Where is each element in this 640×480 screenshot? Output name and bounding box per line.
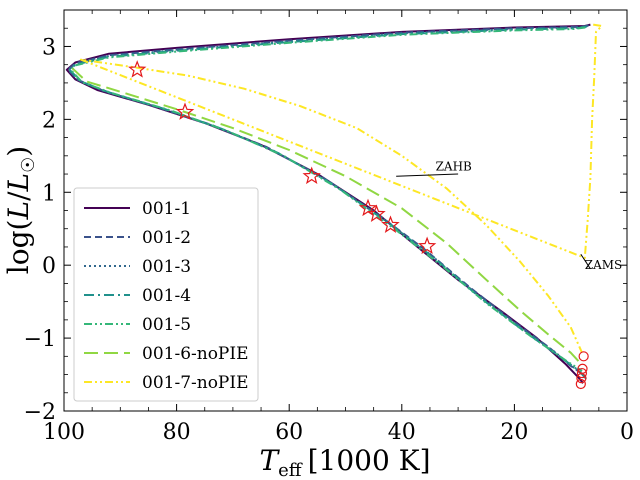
legend-label-001-7-noPIE: 001-7-noPIE [142,373,249,393]
y-tick-label: 0 [42,254,56,279]
x-tick-label: 80 [163,420,191,445]
y-tick-label: 3 [42,35,56,60]
legend-label-001-3: 001-3 [142,257,191,277]
legend: 001-1 001-2 001-3 001-4 001-5 001-6-noPIE 001-… [74,188,258,401]
legend-label-001-5: 001-5 [142,315,191,335]
hr-diagram-chart: ZAHBZAMS 100 80 60 40 20 0−2−10123 001-1001-2… [0,0,640,480]
x-tick-label: 20 [500,420,528,445]
y-tick-label: 1 [42,181,56,206]
x-tick-label: 40 [388,420,416,445]
legend-label-001-2: 001-2 [142,228,191,248]
x-tick-label: 0 [620,420,634,445]
y-tick-label: −1 [24,327,56,352]
y-tick-label: −2 [24,400,56,425]
x-tick-label: 60 [275,420,303,445]
legend-label-001-6-noPIE: 001-6-noPIE [142,344,249,364]
legend-label-001-4: 001-4 [142,286,191,306]
legend-label-001-1: 001-1 [142,199,191,219]
y-tick-label: 2 [42,108,56,133]
annotation-zams: ZAMS [585,258,623,272]
annotation-zahb: ZAHB [436,159,472,173]
